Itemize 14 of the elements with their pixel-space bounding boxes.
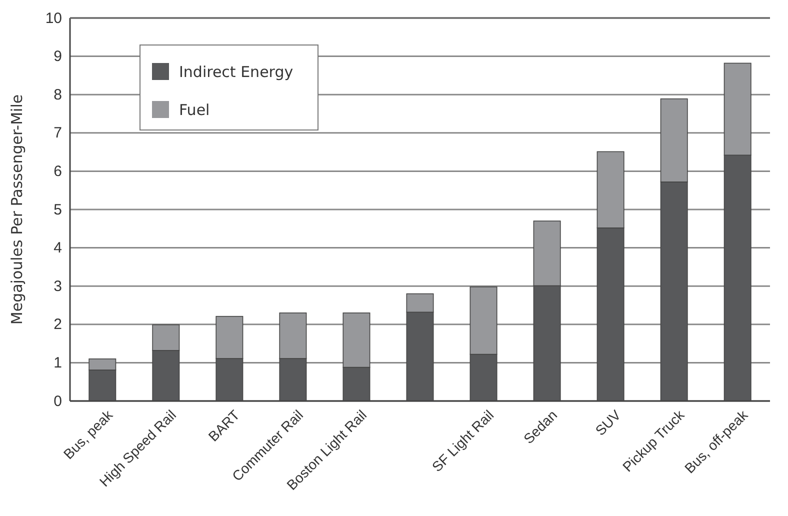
y-tick-label: 3 — [54, 278, 62, 295]
y-tick-label: 6 — [54, 163, 62, 180]
y-tick-label: 8 — [54, 86, 62, 104]
y-tick-label: 2 — [54, 316, 62, 334]
y-tick-label: 9 — [54, 48, 62, 66]
y-axis-title: Megajoules Per Passenger-Mile — [8, 94, 26, 325]
legend-label: Fuel — [179, 101, 210, 119]
y-tick-label: 1 — [54, 354, 62, 372]
legend-label: Indirect Energy — [179, 63, 294, 81]
y-tick-label: 10 — [45, 10, 62, 27]
y-tick-label: 5 — [54, 201, 62, 218]
y-tick-label: 7 — [54, 124, 62, 142]
y-tick-label: 4 — [54, 240, 62, 257]
y-tick-label: 0 — [54, 392, 62, 410]
